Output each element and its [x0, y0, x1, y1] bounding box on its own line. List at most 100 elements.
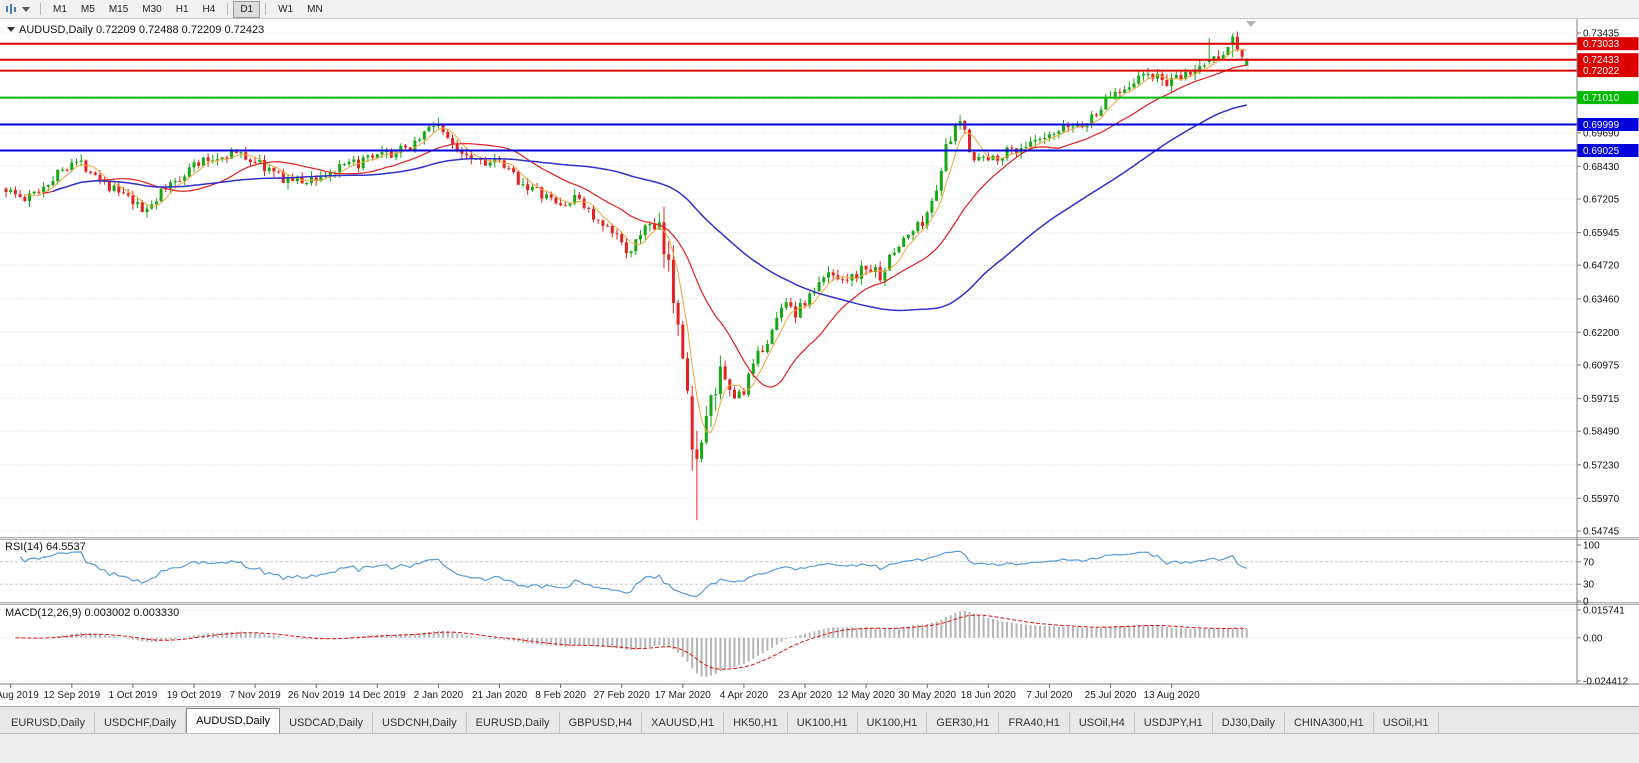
price-chart-canvas[interactable]: 0.734350.721900.709450.696900.684300.672…	[0, 0, 1639, 706]
chart-tab-fra40-h1[interactable]: FRA40,H1	[999, 712, 1070, 733]
candle-body	[573, 194, 577, 204]
timeframe-button-h4[interactable]: H4	[202, 3, 216, 15]
panel-splitter[interactable]	[0, 602, 1639, 605]
candle-body	[220, 157, 224, 160]
timeframe-button-mn[interactable]: MN	[307, 3, 323, 15]
chart-tab-audusd-daily[interactable]: AUDUSD,Daily	[186, 708, 281, 733]
chart-tab-eurusd-daily[interactable]: EURUSD,Daily	[467, 712, 560, 733]
chart-type-icon[interactable]	[5, 3, 19, 15]
candle-body	[1038, 138, 1042, 140]
candle-body	[1057, 131, 1061, 134]
candle-body	[432, 125, 436, 127]
candle-body	[1090, 114, 1094, 124]
chart-tab-uk100-h1[interactable]: UK100,H1	[858, 712, 928, 733]
candle-body	[1137, 75, 1141, 84]
candle-body	[173, 180, 177, 183]
candle-body	[780, 307, 783, 318]
chart-tab-usoil-h1[interactable]: USOil,H1	[1374, 712, 1439, 733]
macd-axis-label: -0.024412	[1583, 677, 1628, 688]
macd-axis-label: 0.00	[1583, 633, 1603, 644]
candle-body	[545, 194, 548, 199]
chart-tab-usoil-h4[interactable]: USOil,H4	[1070, 712, 1135, 733]
candle-body	[535, 187, 539, 188]
candle-body	[765, 343, 769, 352]
candle-body	[700, 442, 704, 459]
timeframe-button-h1[interactable]: H1	[175, 3, 189, 15]
price-axis-label: 0.62200	[1583, 328, 1620, 339]
candle-body	[822, 277, 826, 283]
chart-tab-china300-h1[interactable]: CHINA300,H1	[1285, 712, 1374, 733]
timeframe-button-m15[interactable]: M15	[108, 3, 129, 15]
candle-body	[286, 177, 290, 183]
timeframe-button-m1[interactable]: M1	[53, 3, 67, 15]
candle-body	[375, 154, 379, 158]
toolbar-separator	[40, 3, 41, 15]
candle-body	[1170, 78, 1174, 86]
candle-body	[953, 123, 957, 142]
timeframe-button-d1[interactable]: D1	[233, 0, 261, 18]
candle-body	[79, 160, 83, 162]
chart-tab-xauusd-h1[interactable]: XAUUSD,H1	[642, 712, 725, 733]
chart-tab-hk50-h1[interactable]: HK50,H1	[724, 712, 788, 733]
candle-body	[751, 363, 755, 374]
chart-tab-usdcnh-daily[interactable]: USDCNH,Daily	[373, 712, 467, 733]
candle-body	[1240, 50, 1244, 57]
candle-body	[42, 186, 46, 193]
candle-body	[305, 183, 309, 184]
chart-tab-gbpusd-h4[interactable]: GBPUSD,H4	[560, 712, 643, 733]
candle-body	[704, 416, 708, 443]
date-axis-label: 21 Jan 2020	[472, 690, 527, 701]
candle-body	[639, 235, 642, 240]
chart-tab-eurusd-daily[interactable]: EURUSD,Daily	[2, 712, 95, 733]
candle-body	[277, 171, 281, 173]
candle-body	[1245, 60, 1249, 66]
status-bar	[0, 733, 1639, 763]
candle-body	[9, 189, 13, 192]
candle-body	[521, 184, 525, 186]
candle-body	[803, 303, 807, 306]
chart-shift-marker[interactable]	[1246, 21, 1256, 27]
candle-body	[512, 168, 516, 172]
macd-signal-line	[15, 614, 1247, 670]
candle-body	[479, 158, 483, 160]
chart-tab-uk100-h1[interactable]: UK100,H1	[788, 712, 858, 733]
candle-body	[761, 350, 765, 352]
candle-body	[1071, 126, 1075, 128]
candle-body	[75, 161, 78, 163]
chart-tab-usdjpy-h1[interactable]: USDJPY,H1	[1135, 712, 1213, 733]
candle-body	[483, 159, 487, 166]
candle-body	[958, 121, 962, 124]
candle-body	[972, 152, 976, 161]
rsi-axis-label: 100	[1583, 541, 1600, 552]
candle-body	[986, 156, 990, 161]
candle-body	[530, 187, 534, 191]
candle-body	[1179, 75, 1183, 79]
candle-body	[648, 223, 652, 226]
panel-splitter[interactable]	[0, 537, 1639, 540]
candle-body	[145, 208, 149, 213]
candle-body	[117, 185, 121, 193]
chart-type-dropdown-icon[interactable]	[22, 6, 30, 12]
candle-body	[314, 177, 318, 181]
candle-body	[1118, 91, 1122, 93]
chart-tab-usdcad-daily[interactable]: USDCAD,Daily	[280, 712, 374, 733]
candle-body	[46, 185, 50, 187]
candle-body	[1104, 96, 1108, 110]
candle-body	[906, 234, 910, 238]
candle-body	[84, 160, 88, 172]
candle-body	[1005, 147, 1009, 159]
timeframe-button-w1[interactable]: W1	[278, 3, 294, 15]
chart-tab-dj30-daily[interactable]: DJ30,Daily	[1213, 712, 1285, 733]
chart-tab-usdchf-daily[interactable]: USDCHF,Daily	[95, 712, 187, 733]
toolbar-separator	[227, 3, 229, 15]
candle-body	[930, 200, 934, 213]
chart-tab-ger30-h1[interactable]: GER30,H1	[927, 712, 1000, 733]
timeframe-button-m30[interactable]: M30	[142, 3, 162, 15]
candle-body	[347, 161, 351, 165]
date-axis-label: 30 May 2020	[898, 690, 956, 701]
timeframe-button-m5[interactable]: M5	[80, 3, 95, 15]
candle-body	[559, 203, 563, 206]
candle-body	[56, 169, 60, 181]
candle-body	[234, 150, 238, 154]
chart-menu-icon[interactable]	[7, 27, 15, 32]
